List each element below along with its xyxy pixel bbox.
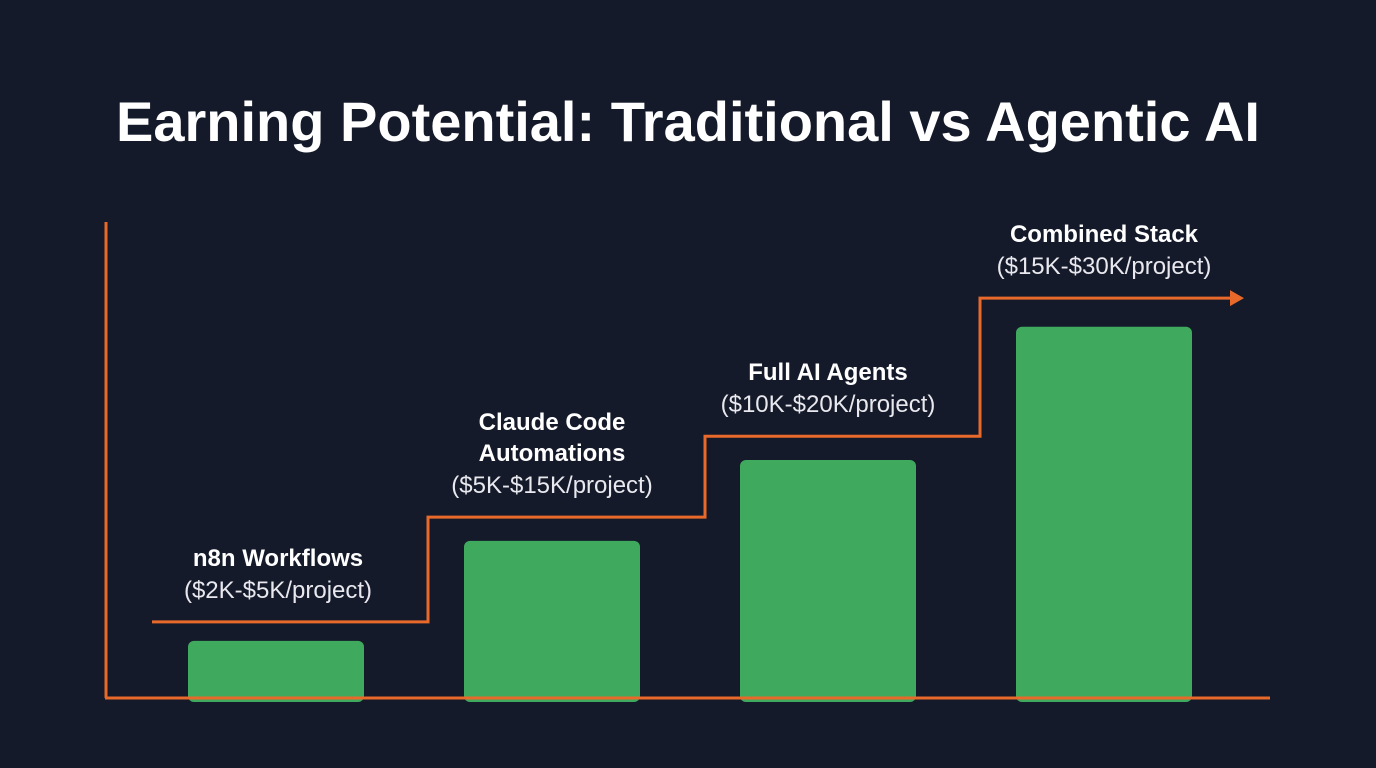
category-label-1: Claude Code (479, 409, 626, 436)
bar-3 (1016, 326, 1192, 702)
step-line (152, 296, 1232, 624)
bar-1 (464, 540, 640, 702)
bar-0 (188, 640, 364, 702)
chart-title: Earning Potential: Traditional vs Agenti… (116, 90, 1260, 153)
category-label-1: Automations (479, 440, 626, 467)
category-label-0: n8n Workflows (193, 545, 363, 572)
arrow-head-icon (1230, 290, 1244, 307)
bar-2 (740, 460, 916, 702)
range-label-1: ($5K-$15K/project) (451, 472, 652, 499)
range-label-2: ($10K-$20K/project) (721, 391, 936, 418)
category-label-3: Combined Stack (1010, 221, 1199, 248)
range-label-3: ($15K-$30K/project) (997, 253, 1212, 280)
range-label-0: ($2K-$5K/project) (184, 577, 372, 604)
category-label-2: Full AI Agents (748, 359, 908, 386)
